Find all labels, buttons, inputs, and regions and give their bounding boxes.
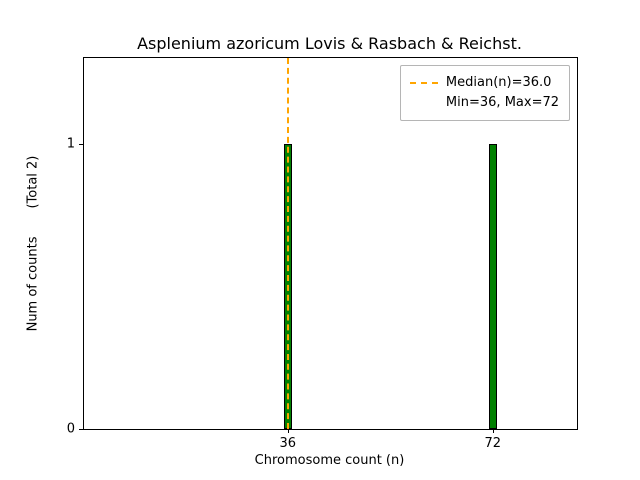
x-axis-label: Chromosome count (n) [254,453,405,468]
legend-row-median: Median(n)=36.0 [409,73,559,93]
legend-median-label: Median(n)=36.0 [445,75,552,90]
y-axis-label-text: Num of counts [25,236,41,332]
x-tick-mark-36 [287,429,289,433]
legend-minmax-label: Min=36, Max=72 [445,95,559,111]
bar-72 [488,143,497,429]
y-tick-label-0: 0 [66,421,75,437]
plot-area: Median(n)=36.0 Min=36, Max=72 36 72 0 1 [67,57,578,451]
y-tick-label-1: 1 [66,136,75,152]
chart-title: Asplenium azoricum Lovis & Rasbach & Rei… [137,34,522,53]
x-tick-label-36: 36 [279,436,297,451]
x-tick-label-72: 72 [484,436,502,451]
legend-row-minmax: Min=36, Max=72 [410,93,559,113]
y-tick-mark-1 [79,143,83,145]
median-line-icon [409,82,438,85]
y-axis-label: Num of counts (Total 2) [26,79,41,409]
median-line [286,58,289,429]
y-tick-mark-0 [79,429,83,430]
legend: Median(n)=36.0 Min=36, Max=72 [399,65,570,122]
x-tick-mark-72 [492,429,494,433]
y-axis-total-text: (Total 2) [25,155,41,209]
